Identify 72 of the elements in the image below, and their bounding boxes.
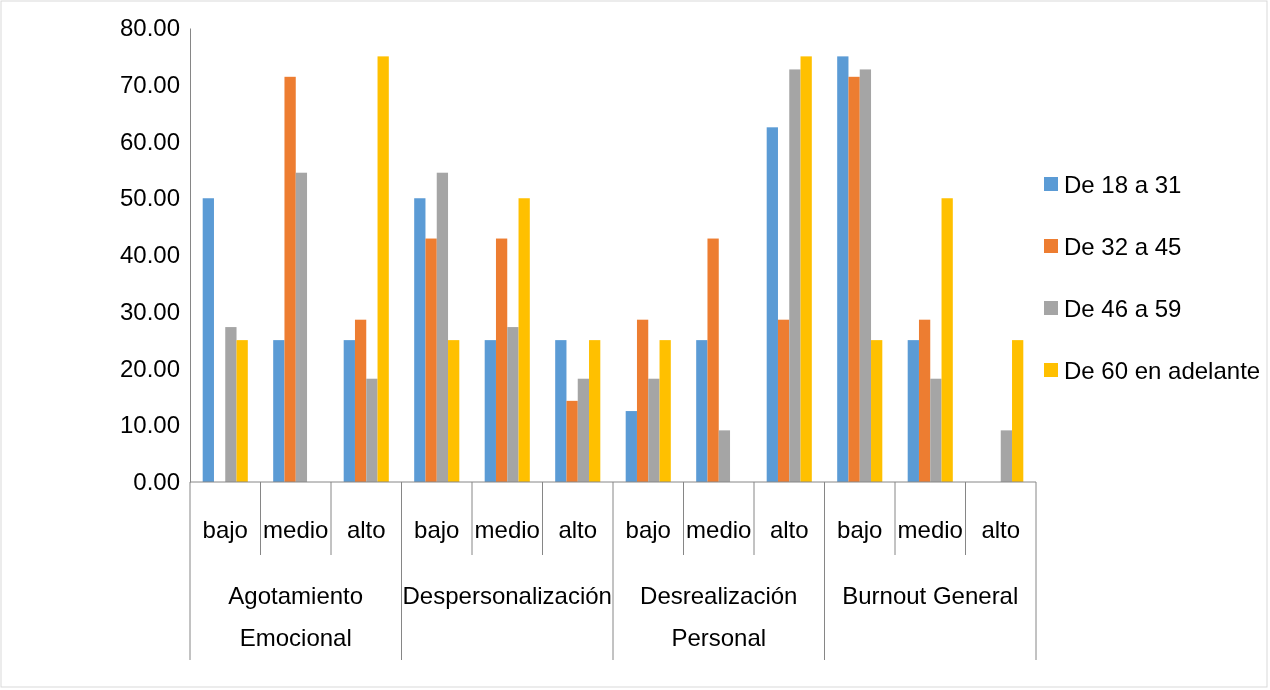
bar xyxy=(871,340,883,482)
y-tick-label: 80.00 xyxy=(119,14,180,42)
x-tick-label: medio xyxy=(686,516,752,543)
bar xyxy=(1000,430,1013,482)
bar xyxy=(789,69,801,482)
text: Desrealización Personal xyxy=(640,582,798,651)
bar xyxy=(648,378,660,482)
x-tick-label: medio xyxy=(474,516,540,543)
legend-label: De 60 en adelante xyxy=(1064,357,1261,384)
y-tick-label: 10.00 xyxy=(119,411,180,439)
bar xyxy=(377,56,389,482)
x-tick-label: medio xyxy=(263,516,329,543)
bar xyxy=(800,56,812,482)
bar xyxy=(354,319,367,482)
bar xyxy=(284,76,296,482)
y-tick-label: 60.00 xyxy=(119,127,180,155)
bar xyxy=(696,340,708,482)
bar xyxy=(366,378,378,482)
x-tick-label: bajo xyxy=(837,516,883,543)
x-tick-label: medio xyxy=(897,516,963,543)
bar xyxy=(577,378,590,482)
x-tick-label: bajo xyxy=(625,516,671,543)
bar xyxy=(1012,340,1024,482)
bar xyxy=(589,340,601,482)
y-tick-label: 30.00 xyxy=(119,297,180,325)
bar xyxy=(236,340,248,482)
bar xyxy=(907,340,919,482)
bar xyxy=(295,172,308,482)
bar xyxy=(566,400,578,482)
bar xyxy=(930,378,942,482)
bar xyxy=(837,56,849,482)
legend-label: De 46 a 59 xyxy=(1064,295,1182,322)
x-tick-label: alto xyxy=(769,516,809,543)
bar xyxy=(436,172,449,482)
x-tick-label: bajo xyxy=(202,516,248,543)
y-tick-label: 20.00 xyxy=(119,354,180,382)
x-tick-label: bajo xyxy=(414,516,460,543)
bar xyxy=(425,238,437,482)
bar xyxy=(848,76,860,482)
bar xyxy=(918,319,931,482)
text: Burnout General xyxy=(842,582,1019,609)
bar xyxy=(941,198,953,482)
legend-label: De 32 a 45 xyxy=(1064,233,1182,260)
bar xyxy=(507,327,519,482)
bar xyxy=(225,327,237,482)
bar xyxy=(414,198,426,482)
bar xyxy=(484,340,496,482)
bar xyxy=(718,430,731,482)
bar xyxy=(555,340,567,482)
y-tick-label: 40.00 xyxy=(119,241,180,269)
x-tick-label: alto xyxy=(558,516,598,543)
bar xyxy=(659,340,671,482)
y-tick-label: 70.00 xyxy=(119,70,180,98)
bar xyxy=(273,340,285,482)
bar xyxy=(766,127,778,482)
bar xyxy=(202,198,214,482)
bar xyxy=(777,319,790,482)
x-tick-label: alto xyxy=(346,516,386,543)
bar xyxy=(859,69,872,482)
legend-label: De 18 a 31 xyxy=(1064,171,1182,198)
bar xyxy=(495,238,508,482)
text: Agotamiento Emocional xyxy=(228,582,364,651)
bar xyxy=(707,238,719,482)
x-tick-label: alto xyxy=(981,516,1021,543)
bar xyxy=(518,198,530,482)
bar xyxy=(448,340,460,482)
bar xyxy=(636,319,649,482)
y-tick-label: 50.00 xyxy=(119,184,180,212)
text: Despersonalización xyxy=(402,582,612,609)
bar xyxy=(343,340,355,482)
y-tick-label: 0.00 xyxy=(133,468,180,496)
bar xyxy=(625,411,637,482)
